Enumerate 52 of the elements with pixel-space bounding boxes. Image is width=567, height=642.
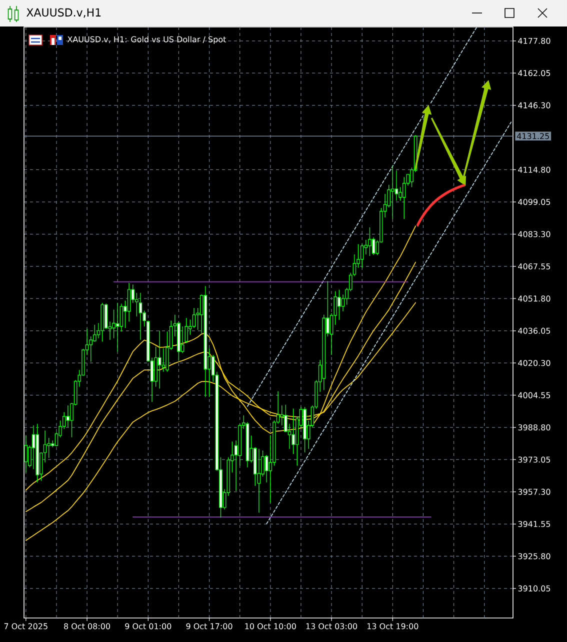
y-tick-label: 4177.80 — [518, 38, 550, 44]
candlestick — [391, 165, 394, 220]
y-tick-label: 4083.30 — [518, 231, 550, 238]
candlestick — [24, 435, 28, 473]
candlestick — [158, 330, 162, 389]
candlestick — [204, 286, 208, 398]
candlestick — [372, 237, 376, 256]
candlestick — [66, 404, 70, 428]
candlestick — [303, 406, 306, 453]
y-tick-label: 4146.30 — [518, 102, 550, 108]
candlestick — [93, 324, 96, 342]
y-tick-label: 3941.55 — [518, 521, 550, 528]
x-tick-label: 13 Oct 03:00 — [306, 623, 358, 630]
candlestick — [292, 408, 295, 454]
y-tick-label: 3925.80 — [518, 553, 550, 560]
candlestick — [180, 326, 184, 354]
y-tick-label: 3957.30 — [518, 488, 550, 495]
candlestick — [127, 282, 131, 322]
y-tick-label: 4114.80 — [518, 166, 550, 173]
x-tick-label: 7 Oct 2025 — [4, 623, 48, 630]
candlestick — [120, 303, 124, 332]
x-tick-label: 13 Oct 19:00 — [367, 623, 418, 630]
y-tick-label: 4004.55 — [518, 392, 550, 398]
candlestick — [246, 422, 250, 468]
text: XAUUSD.v, H1: Gold vs US Dollar / Spot — [67, 36, 226, 44]
candlestick — [368, 227, 372, 256]
x-tick-label: 9 Oct 17:00 — [186, 623, 232, 630]
candlestick — [322, 314, 326, 391]
candlestick — [338, 289, 341, 320]
candlestick — [138, 292, 142, 340]
y-tick-label: 3988.80 — [518, 424, 550, 430]
y-tick-label: 4099.05 — [518, 198, 550, 205]
y-tick-label: 4067.55 — [518, 263, 550, 270]
chart-title: XAUUSD.v,H1 — [26, 8, 101, 18]
y-tick-label: 4162.05 — [518, 70, 550, 76]
x-tick-label: 10 Oct 10:00 — [245, 623, 296, 630]
candlestick — [162, 348, 166, 372]
y-tick-label: 4036.05 — [518, 328, 550, 334]
x-tick-label: 9 Oct 01:00 — [125, 623, 172, 630]
candlestick — [36, 423, 40, 483]
x-tick-label: 8 Oct 08:00 — [64, 623, 110, 630]
candlestick — [264, 454, 268, 483]
candlestick — [394, 170, 398, 201]
y-tick-label: 3910.05 — [518, 585, 550, 592]
y-tick-label: 3973.05 — [518, 456, 550, 463]
candlestick — [402, 176, 406, 220]
candlestick — [360, 244, 364, 268]
candlestick — [257, 448, 261, 514]
y-tick-label: 4020.30 — [518, 360, 550, 366]
ref-line-label: 4131.25 — [516, 133, 549, 140]
candlestick — [100, 302, 104, 342]
y-tick-label: 4051.80 — [518, 296, 550, 302]
